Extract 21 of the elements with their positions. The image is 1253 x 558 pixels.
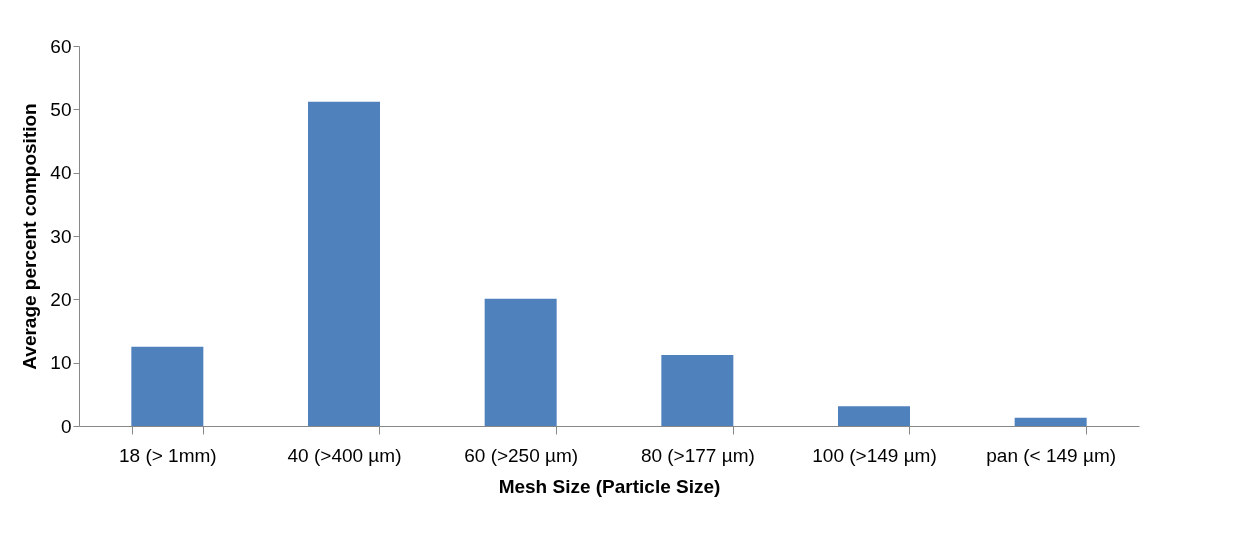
y-tick-label: 0 xyxy=(60,415,72,437)
y-tick-label: 20 xyxy=(50,288,72,310)
y-tick-label: 40 xyxy=(50,162,72,184)
x-tick-label: 18 (> 1mm) xyxy=(119,444,217,466)
y-tick-label: 60 xyxy=(50,35,72,57)
bar xyxy=(308,101,380,426)
bar xyxy=(484,298,557,426)
x-tick-label: 60 (>250 µm) xyxy=(464,444,579,466)
x-tick-label: 100 (>149 µm) xyxy=(812,444,937,466)
bar xyxy=(661,355,734,426)
y-axis-title: Average percent composition xyxy=(19,103,41,370)
x-axis-title: Mesh Size (Particle Size) xyxy=(498,475,721,497)
x-tick-label: pan (< 149 µm) xyxy=(986,444,1117,466)
y-tick-label: 10 xyxy=(50,352,72,374)
x-tick-label: 40 (>400 µm) xyxy=(287,444,402,466)
x-tick-label: 80 (>177 µm) xyxy=(640,444,755,466)
bar xyxy=(838,406,910,426)
bar xyxy=(131,346,204,426)
bar xyxy=(1014,417,1087,426)
y-tick-label: 50 xyxy=(50,98,72,120)
y-tick-label: 30 xyxy=(50,225,72,247)
